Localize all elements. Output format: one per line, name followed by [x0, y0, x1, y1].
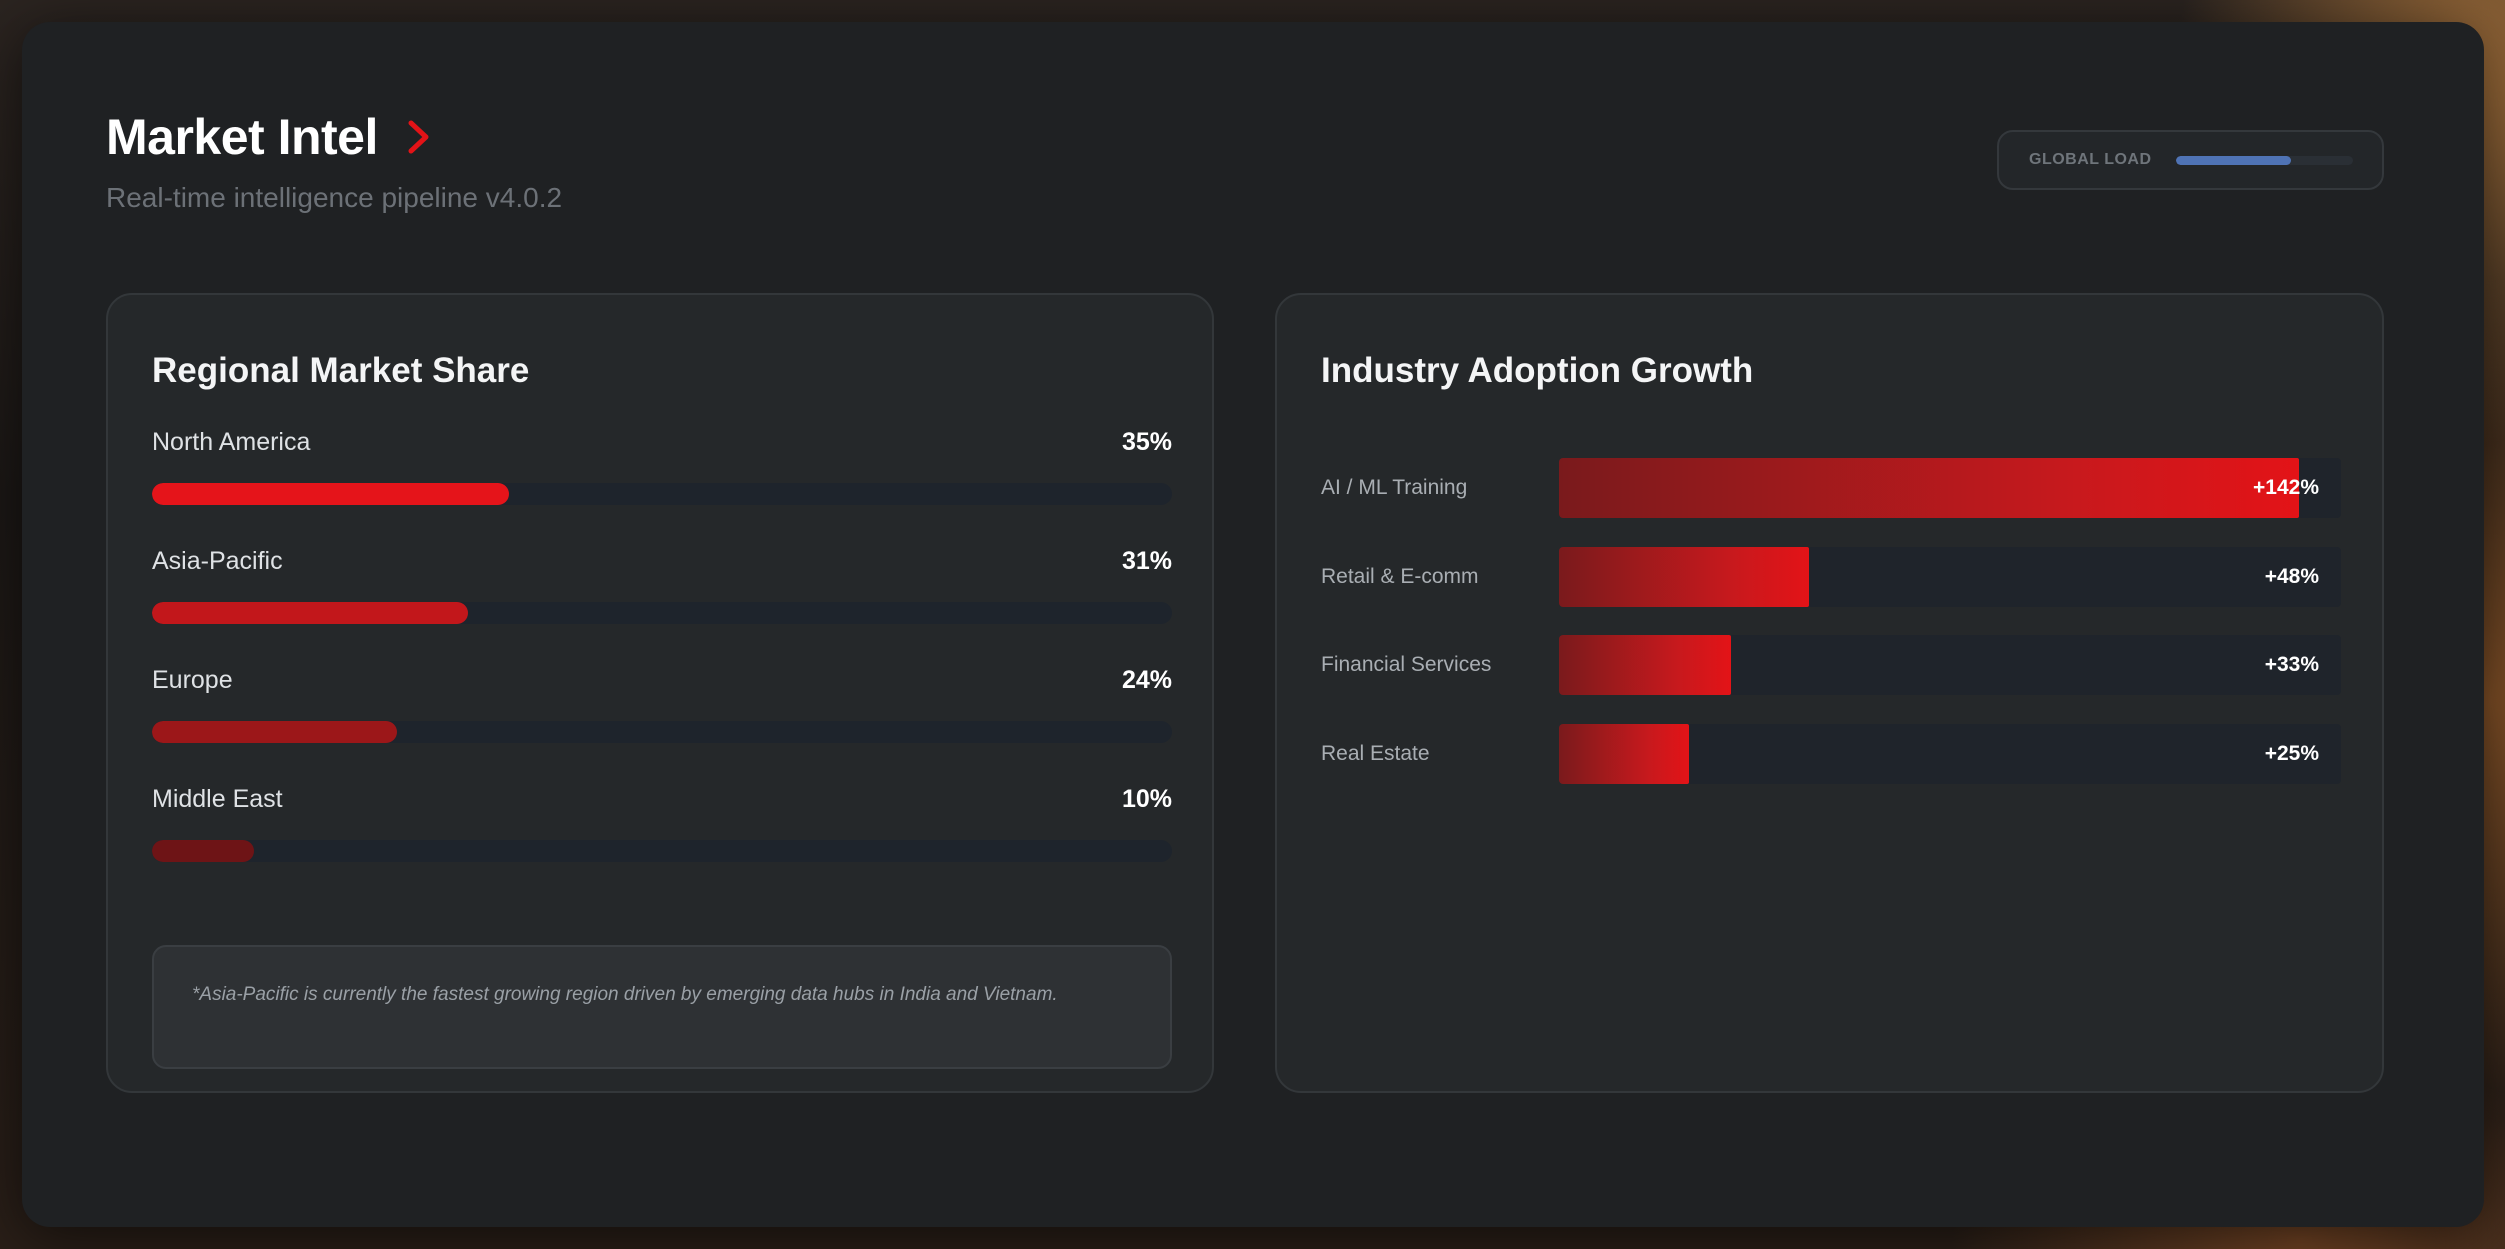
region-value: 24%: [1121, 665, 1172, 694]
industry-fill: [1559, 724, 1690, 784]
industry-name: Retail & E-comm: [1321, 565, 1479, 588]
global-load-indicator: GLOBAL LOAD: [1997, 130, 2384, 190]
region-track: [152, 840, 1172, 862]
region-name: Asia-Pacific: [152, 546, 283, 575]
region-row: Middle East 10%: [152, 782, 1172, 862]
region-value: 31%: [1121, 546, 1172, 575]
industry-value: +25%: [2264, 742, 2319, 765]
industry-value: +33%: [2264, 653, 2319, 676]
industry-track: +142%: [1559, 458, 2341, 518]
industry-value: +48%: [2264, 565, 2319, 588]
regional-card-title: Regional Market Share: [152, 351, 530, 390]
industry-row: Financial Services +33%: [1321, 635, 2341, 695]
industry-track: +48%: [1559, 547, 2341, 607]
title-row: Market Intel: [106, 108, 446, 166]
industry-value: +142%: [2253, 476, 2319, 499]
page-title: Market Intel: [106, 109, 378, 165]
region-fill: [152, 483, 509, 505]
global-load-track: [2175, 155, 2353, 165]
region-row: North America 35%: [152, 425, 1172, 505]
region-name: North America: [152, 427, 311, 456]
industry-track: +25%: [1559, 724, 2341, 784]
industry-name: AI / ML Training: [1321, 476, 1468, 499]
industry-adoption-card: Industry Adoption Growth AI / ML Trainin…: [1275, 293, 2384, 1093]
regional-note: *Asia-Pacific is currently the fastest g…: [152, 945, 1172, 1069]
global-load-label: GLOBAL LOAD: [2029, 151, 2152, 168]
dashboard-window: Market Intel Real-time intelligence pipe…: [22, 22, 2484, 1227]
region-fill: [152, 840, 254, 862]
region-track: [152, 721, 1172, 743]
industry-fill: [1559, 635, 1732, 695]
industry-card-title: Industry Adoption Growth: [1321, 351, 1754, 390]
chevron-right-icon[interactable]: [406, 117, 446, 157]
global-load-fill: [2175, 155, 2291, 165]
industry-name: Real Estate: [1321, 742, 1430, 765]
region-row: Asia-Pacific 31%: [152, 544, 1172, 624]
industry-track: +33%: [1559, 635, 2341, 695]
region-name: Europe: [152, 665, 233, 694]
region-value: 10%: [1121, 784, 1172, 813]
region-track: [152, 483, 1172, 505]
regional-market-share-card: Regional Market Share North America 35% …: [106, 293, 1214, 1093]
region-name: Middle East: [152, 784, 283, 813]
industry-name: Financial Services: [1321, 653, 1492, 676]
region-track: [152, 602, 1172, 624]
region-row: Europe 24%: [152, 663, 1172, 743]
page-subtitle: Real-time intelligence pipeline v4.0.2: [106, 182, 563, 213]
region-fill: [152, 721, 397, 743]
industry-row: AI / ML Training +142%: [1321, 458, 2341, 518]
industry-row: Real Estate +25%: [1321, 724, 2341, 784]
industry-fill: [1559, 458, 2300, 518]
industry-fill: [1559, 547, 1810, 607]
industry-row: Retail & E-comm +48%: [1321, 547, 2341, 607]
region-value: 35%: [1121, 427, 1172, 456]
region-fill: [152, 602, 469, 624]
